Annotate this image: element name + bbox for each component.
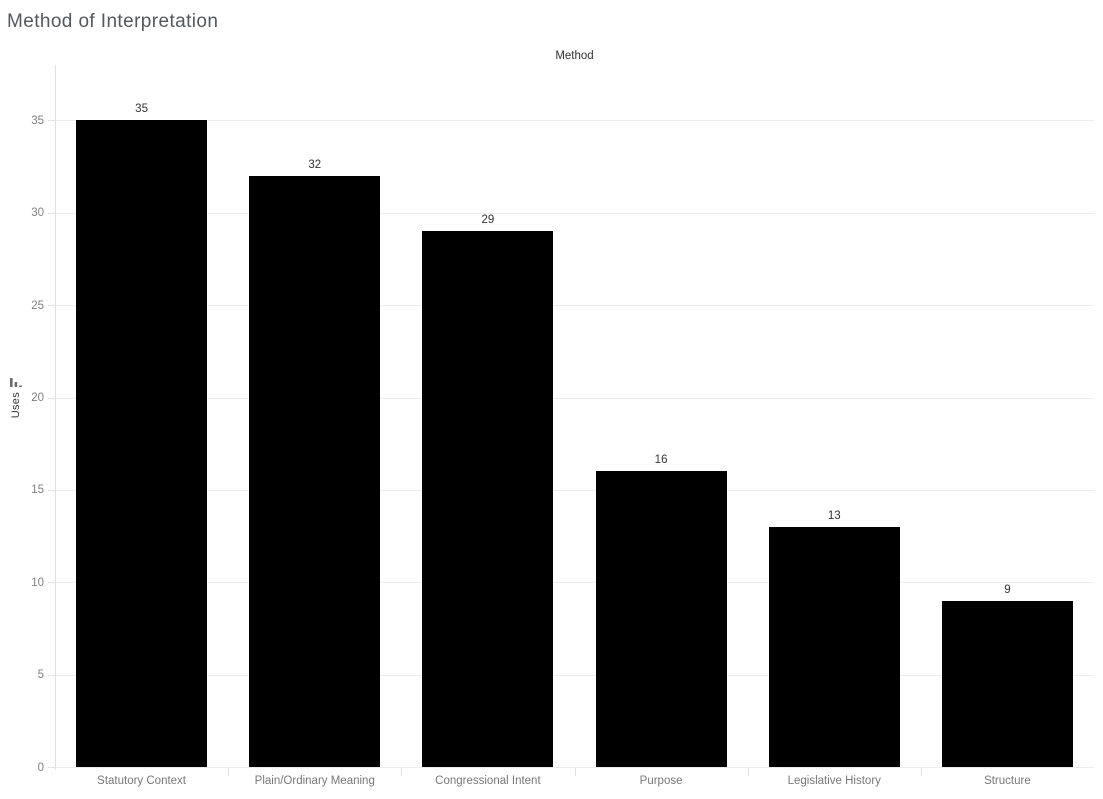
bar-value-label: 32 (308, 158, 322, 171)
y-axis-tick-label: 20 (31, 392, 44, 405)
x-axis-category-label: Plain/Ordinary Meaning (254, 775, 375, 787)
bar-value-label: 16 (654, 454, 668, 467)
x-axis-tick-mark (747, 768, 749, 776)
y-axis-tick-label: 15 (31, 484, 44, 497)
column-header-method: Method (555, 50, 594, 62)
gridline (55, 397, 1094, 399)
y-axis-tick-mark (48, 397, 55, 399)
gridline (55, 582, 1094, 584)
bar-value-label: 9 (1004, 583, 1011, 596)
x-axis-tick-mark (574, 768, 576, 776)
y-axis-tick-mark (48, 305, 55, 307)
bar-value-label: 35 (135, 103, 148, 116)
bar[interactable] (768, 526, 900, 767)
y-axis-line (55, 65, 56, 770)
y-axis-tick-mark (48, 120, 55, 122)
y-axis-tick-mark (48, 582, 55, 584)
y-axis-title-group: Uses (3, 378, 29, 418)
x-axis-category-label: Structure (984, 775, 1031, 787)
chart-title: Method of Interpretation (7, 11, 219, 32)
y-axis-tick-mark (48, 489, 55, 491)
gridline (55, 212, 1094, 214)
bar[interactable] (76, 120, 208, 767)
gridline (55, 489, 1094, 491)
y-axis-tick-mark (48, 767, 55, 768)
gridline (55, 120, 1094, 122)
x-axis-category-label: Legislative History (787, 775, 881, 787)
x-axis-category-label: Purpose (639, 775, 683, 787)
sort-descending-icon[interactable] (9, 378, 23, 389)
x-axis-category-label: Congressional Intent (435, 775, 541, 787)
bar[interactable] (422, 231, 554, 767)
y-axis-tick-label: 10 (31, 576, 44, 589)
y-axis-tick-label: 5 (37, 669, 44, 682)
bar-value-label: 13 (827, 509, 841, 522)
y-axis-tick-label: 25 (31, 299, 44, 312)
gridline (55, 305, 1094, 307)
x-axis-tick-mark (920, 768, 922, 776)
bar[interactable] (249, 175, 381, 767)
y-axis-tick-label: 35 (31, 114, 44, 127)
x-axis-tick-mark (401, 768, 403, 776)
x-axis-tick-mark (228, 768, 230, 776)
y-axis-tick-label: 30 (31, 207, 44, 220)
x-axis-category-label: Statutory Context (97, 775, 187, 787)
bar[interactable] (595, 471, 727, 767)
bar[interactable] (941, 600, 1073, 767)
gridline (55, 674, 1094, 676)
y-axis-tick-mark (48, 674, 55, 676)
y-axis-tick-label: 0 (37, 761, 44, 774)
gridline (55, 767, 1094, 768)
bar-value-label: 29 (481, 214, 495, 227)
y-axis-tick-mark (48, 212, 55, 214)
